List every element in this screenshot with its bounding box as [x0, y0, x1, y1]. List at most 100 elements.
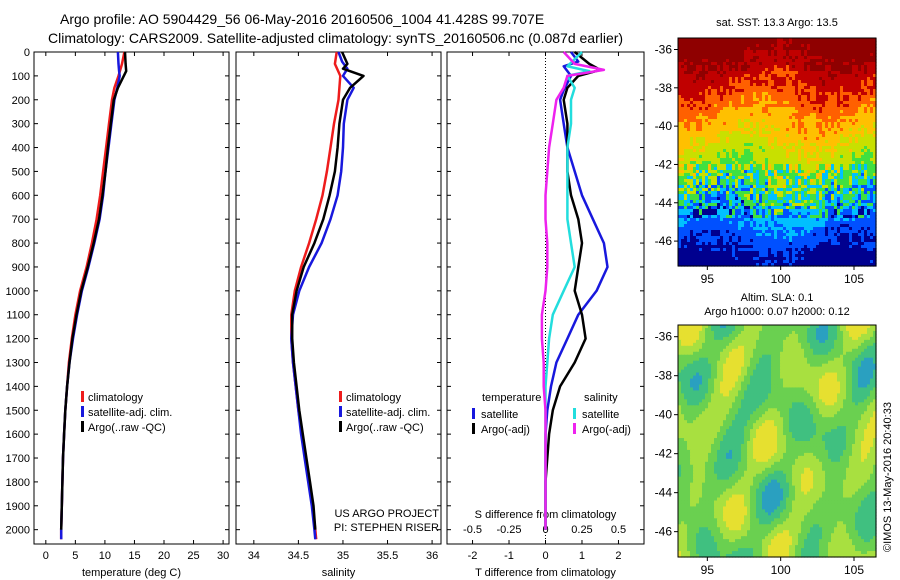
heatmap-cell	[726, 104, 730, 108]
heatmap-cell	[690, 176, 694, 180]
heatmap-cell	[759, 206, 763, 210]
heatmap-cell	[852, 158, 856, 162]
heatmap-cell	[780, 149, 784, 153]
heatmap-cell	[723, 101, 727, 105]
heatmap-cell	[864, 161, 868, 165]
heatmap-cell	[849, 155, 853, 159]
heatmap-cell	[828, 146, 832, 150]
heatmap-cell	[783, 65, 787, 69]
heatmap-cell	[741, 194, 745, 198]
heatmap-cell	[861, 122, 865, 126]
heatmap-cell	[780, 170, 784, 174]
heatmap-cell	[849, 95, 853, 99]
heatmap-cell	[738, 146, 742, 150]
heatmap-cell	[732, 152, 736, 156]
heatmap-cell	[678, 221, 682, 225]
heatmap-cell	[705, 218, 709, 222]
heatmap-cell	[723, 167, 727, 171]
heatmap-cell	[813, 86, 817, 90]
heatmap-cell	[798, 119, 802, 123]
heatmap-cell	[699, 182, 703, 186]
heatmap-cell	[777, 155, 781, 159]
heatmap-cell	[870, 47, 874, 51]
heatmap-cell	[831, 221, 835, 225]
heatmap-cell	[837, 182, 841, 186]
heatmap-cell	[732, 86, 736, 90]
heatmap-cell	[705, 224, 709, 228]
heatmap-cell	[696, 215, 700, 219]
heatmap-cell	[780, 107, 784, 111]
ytick-label: 1100	[6, 310, 30, 322]
heatmap-cell	[852, 185, 856, 189]
heatmap-cell	[786, 131, 790, 135]
heatmap-cell	[681, 215, 685, 219]
heatmap-cell	[732, 128, 736, 132]
heatmap-cell	[756, 191, 760, 195]
heatmap-cell	[681, 167, 685, 171]
heatmap-cell	[741, 92, 745, 96]
heatmap-cell	[831, 173, 835, 177]
heatmap-cell	[714, 146, 718, 150]
heatmap-cell	[702, 119, 706, 123]
heatmap-cell	[810, 158, 814, 162]
heatmap-cell	[798, 50, 802, 54]
heatmap-cell	[807, 110, 811, 114]
heatmap-cell	[849, 167, 853, 171]
heatmap-cell	[729, 41, 733, 45]
heatmap-cell	[678, 59, 682, 63]
heatmap-cell	[738, 101, 742, 105]
heatmap-cell	[750, 71, 754, 75]
heatmap-cell	[813, 203, 817, 207]
heatmap-cell	[738, 137, 742, 141]
heatmap-cell	[753, 68, 757, 72]
heatmap-cell	[756, 50, 760, 54]
heatmap-cell	[777, 224, 781, 228]
heatmap-cell	[837, 167, 841, 171]
heatmap-cell	[726, 179, 730, 183]
heatmap-cell	[867, 152, 871, 156]
heatmap-cell	[765, 206, 769, 210]
heatmap-cell	[711, 38, 715, 42]
heatmap-cell	[678, 218, 682, 222]
heatmap-cell	[684, 197, 688, 201]
heatmap-cell	[849, 113, 853, 117]
heatmap-cell	[708, 134, 712, 138]
heatmap-cell	[777, 197, 781, 201]
heatmap-cell	[711, 119, 715, 123]
heatmap-cell	[768, 158, 772, 162]
heatmap-cell	[801, 167, 805, 171]
heatmap-cell	[846, 53, 850, 57]
heatmap-cell	[741, 215, 745, 219]
heatmap-cell	[861, 101, 865, 105]
heatmap-cell	[867, 143, 871, 147]
heatmap-cell	[756, 173, 760, 177]
heatmap-cell	[816, 146, 820, 150]
heatmap-cell	[777, 83, 781, 87]
heatmap-cell	[768, 164, 772, 168]
heatmap-cell	[873, 101, 877, 105]
heatmap-cell	[777, 50, 781, 54]
heatmap-cell	[738, 212, 742, 216]
heatmap-cell	[807, 74, 811, 78]
heatmap-cell	[783, 92, 787, 96]
heatmap-cell	[840, 119, 844, 123]
heatmap-cell	[846, 41, 850, 45]
heatmap-cell	[735, 149, 739, 153]
heatmap-cell	[753, 77, 757, 81]
heatmap-cell	[786, 89, 790, 93]
heatmap-cell	[846, 92, 850, 96]
heatmap-cell	[810, 140, 814, 144]
heatmap-cell	[840, 143, 844, 147]
heatmap-cell	[762, 59, 766, 63]
heatmap-cell	[828, 125, 832, 129]
heatmap-cell	[747, 188, 751, 192]
heatmap-cell	[759, 44, 763, 48]
heatmap-cell	[846, 161, 850, 165]
heatmap-cell	[729, 218, 733, 222]
heatmap-cell	[810, 200, 814, 204]
heatmap-cell	[759, 182, 763, 186]
heatmap-cell	[804, 53, 808, 57]
heatmap-cell	[756, 194, 760, 198]
heatmap-cell	[714, 158, 718, 162]
heatmap-cell	[711, 101, 715, 105]
